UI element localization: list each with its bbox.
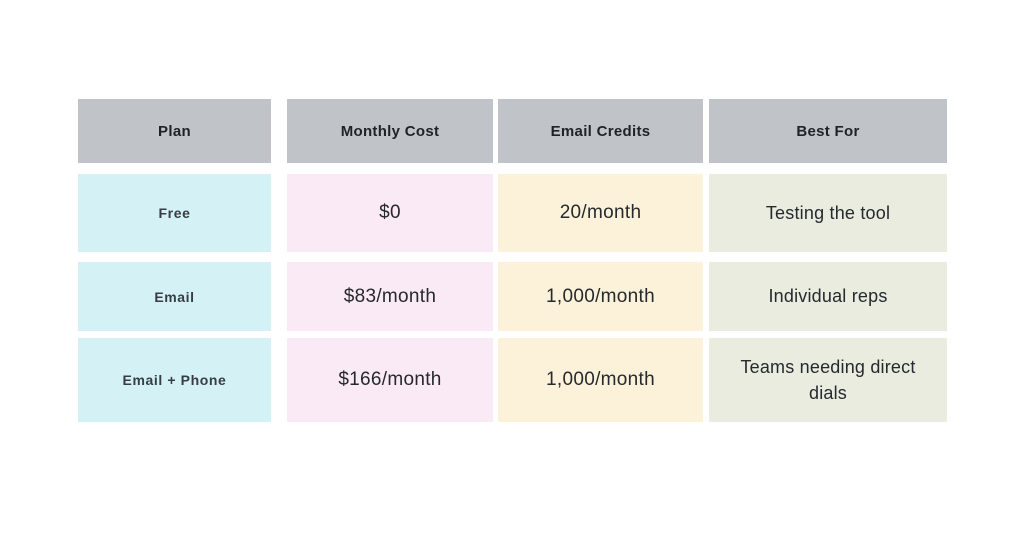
table-row-free: Free $0 20/month Testing the tool [78, 174, 947, 252]
best-for-cell: Testing the tool [709, 174, 947, 252]
email-credits-cell: 20/month [498, 174, 703, 252]
best-for-cell: Individual reps [709, 262, 947, 331]
header-cell-monthly-cost: Monthly Cost [287, 99, 493, 163]
best-for-cell: Teams needing direct dials [709, 338, 947, 422]
table-row-email-phone: Email + Phone $166/month 1,000/month Tea… [78, 338, 947, 422]
email-credits-cell: 1,000/month [498, 338, 703, 422]
table-row-email: Email $83/month 1,000/month Individual r… [78, 262, 947, 331]
email-credits-cell: 1,000/month [498, 262, 703, 331]
plan-cell: Email + Phone [78, 338, 271, 422]
plan-cell: Email [78, 262, 271, 331]
monthly-cost-cell: $0 [287, 174, 493, 252]
pricing-comparison-table: Plan Monthly Cost Email Credits Best For… [78, 99, 947, 422]
header-cell-email-credits: Email Credits [498, 99, 703, 163]
header-row: Plan Monthly Cost Email Credits Best For [78, 99, 947, 163]
monthly-cost-cell: $166/month [287, 338, 493, 422]
header-cell-best-for: Best For [709, 99, 947, 163]
header-cell-plan: Plan [78, 99, 271, 163]
plan-cell: Free [78, 174, 271, 252]
monthly-cost-cell: $83/month [287, 262, 493, 331]
